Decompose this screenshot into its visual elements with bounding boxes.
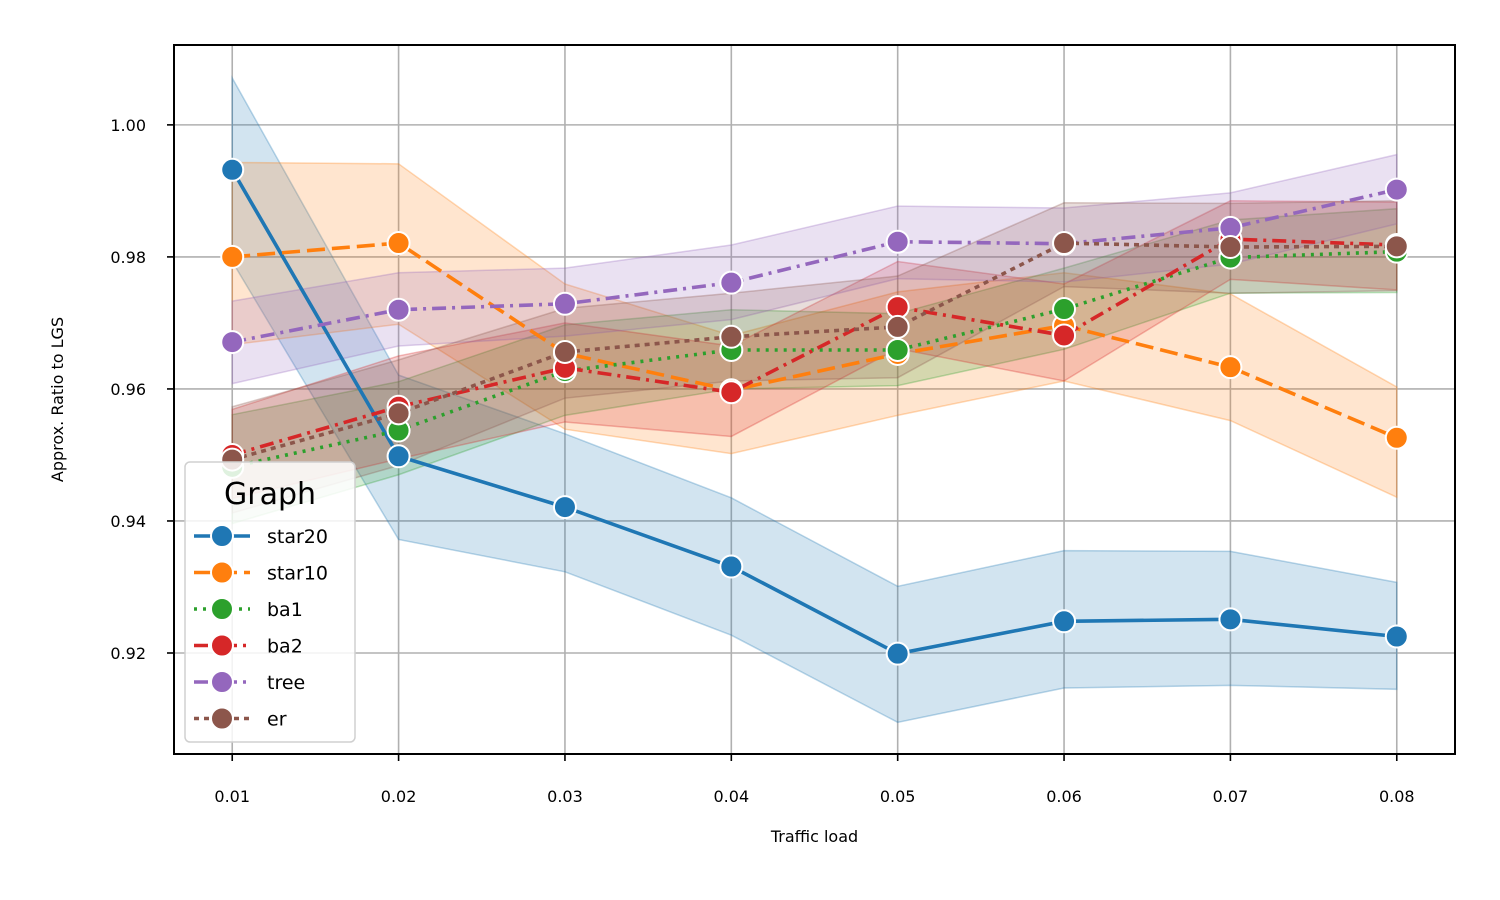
y-tick-label: 0.98 bbox=[110, 248, 146, 267]
legend-marker-star20 bbox=[210, 524, 234, 548]
series-line-ba1 bbox=[231, 249, 1397, 469]
x-axis-label: Traffic load bbox=[770, 827, 858, 846]
x-tick-label: 0.05 bbox=[880, 787, 916, 806]
y-tick-label: 0.96 bbox=[110, 380, 146, 399]
legend-label-tree: tree bbox=[267, 672, 305, 694]
data-point-star10 bbox=[386, 231, 411, 256]
y-axis-label: Approx. Ratio to LGS bbox=[48, 317, 67, 482]
legend-label-ba2: ba2 bbox=[267, 636, 303, 658]
y-tick-label: 0.92 bbox=[110, 644, 146, 663]
legend-label-er: er bbox=[267, 709, 287, 731]
data-point-er bbox=[386, 401, 411, 426]
series-line-ba2 bbox=[231, 237, 1397, 457]
ci-band-ba1 bbox=[231, 207, 1398, 525]
confidence-bands bbox=[231, 75, 1398, 724]
legend-marker-er bbox=[210, 706, 234, 731]
legend-marker-tree bbox=[210, 670, 234, 694]
x-tick-label: 0.08 bbox=[1379, 787, 1415, 806]
data-point-er bbox=[1052, 231, 1077, 256]
legend-label-ba1: ba1 bbox=[267, 599, 303, 621]
data-point-tree bbox=[1384, 177, 1409, 202]
data-point-er bbox=[885, 314, 910, 339]
x-tick-label: 0.01 bbox=[214, 787, 250, 806]
x-tick-label: 0.04 bbox=[714, 787, 750, 806]
data-point-ba2 bbox=[1052, 323, 1077, 348]
data-point-star10 bbox=[220, 244, 245, 269]
axis-ticks: 0.01 0.02 0.03 0.04 0.05 0.06 0.07 0.08 0.92 0.94… bbox=[110, 116, 1414, 806]
data-point-er bbox=[552, 339, 577, 364]
data-point-star20 bbox=[719, 554, 744, 579]
data-point-star20 bbox=[220, 157, 245, 182]
series-line-star10 bbox=[232, 241, 1398, 440]
data-point-star20 bbox=[386, 444, 411, 469]
legend-marker-star10 bbox=[210, 560, 234, 585]
data-point-star20 bbox=[1218, 607, 1243, 632]
legend-marker-ba1 bbox=[210, 597, 234, 621]
x-tick-label: 0.02 bbox=[381, 787, 417, 806]
ci-band-er bbox=[231, 200, 1398, 515]
data-point-tree bbox=[552, 291, 577, 316]
ci-band-ba2 bbox=[231, 200, 1398, 500]
legend-title: Graph bbox=[224, 477, 316, 512]
y-tick-label: 0.94 bbox=[110, 512, 146, 531]
series-line-er bbox=[231, 241, 1397, 462]
data-point-ba1 bbox=[1052, 297, 1077, 322]
data-point-star20 bbox=[1384, 624, 1409, 649]
x-tick-label: 0.03 bbox=[547, 787, 583, 806]
data-point-star20 bbox=[1052, 609, 1077, 634]
series-line-star20 bbox=[230, 168, 1397, 656]
data-point-er bbox=[719, 324, 744, 349]
data-point-ba2 bbox=[719, 380, 744, 405]
data-point-tree bbox=[885, 229, 910, 254]
data-point-star20 bbox=[885, 641, 910, 666]
x-tick-label: 0.06 bbox=[1046, 787, 1082, 806]
legend-marker-ba2 bbox=[210, 633, 234, 658]
data-point-star20 bbox=[552, 495, 577, 520]
data-point-tree bbox=[386, 297, 411, 322]
y-tick-label: 1.00 bbox=[110, 116, 146, 135]
legend-label-star20: star20 bbox=[267, 526, 328, 548]
series-lines bbox=[230, 168, 1398, 656]
data-point-tree bbox=[220, 330, 245, 355]
ci-band-star10 bbox=[231, 161, 1398, 499]
data-point-ba1 bbox=[885, 337, 910, 362]
data-point-tree bbox=[719, 270, 744, 295]
data-point-ba2 bbox=[885, 295, 910, 320]
data-point-er bbox=[1218, 235, 1243, 260]
data-point-er bbox=[1384, 234, 1409, 259]
plot-frame bbox=[173, 44, 1456, 755]
legend-label-star10: star10 bbox=[267, 563, 328, 585]
series-markers bbox=[220, 157, 1409, 666]
x-tick-label: 0.07 bbox=[1213, 787, 1249, 806]
ci-band-star20 bbox=[231, 75, 1398, 724]
data-point-star10 bbox=[1384, 425, 1409, 450]
series-line-tree bbox=[231, 187, 1398, 344]
data-point-star10 bbox=[1218, 355, 1243, 380]
legend: Graph star20 star10 ba1 ba2 tree er bbox=[184, 461, 356, 743]
